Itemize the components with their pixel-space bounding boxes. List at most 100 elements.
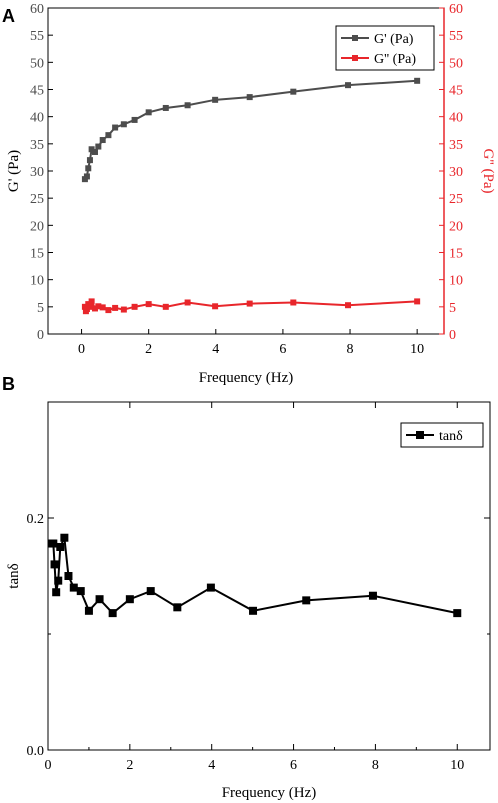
chart-a-y-tick-label: 40 bbox=[30, 111, 44, 126]
data-point-tand bbox=[60, 533, 69, 542]
data-point-tand bbox=[56, 543, 65, 551]
data-point-tand bbox=[146, 587, 155, 596]
chart-b-frame bbox=[47, 401, 491, 751]
legend-label-tand: tanδ bbox=[439, 429, 463, 444]
chart-a-x-axis-title: Frequency (Hz) bbox=[199, 370, 294, 386]
data-point-gprime bbox=[112, 124, 119, 131]
legend-marker-tand bbox=[416, 431, 424, 439]
series-line-tand bbox=[52, 533, 458, 615]
chart-b-x-tick-label: 6 bbox=[290, 758, 297, 773]
data-point-tand bbox=[173, 603, 182, 612]
chart-a-y2-tick-label: 5 bbox=[449, 301, 456, 316]
data-point-gprime bbox=[95, 143, 102, 150]
data-point-gdouble bbox=[145, 301, 152, 308]
data-point-tand bbox=[54, 576, 63, 585]
data-point-gdouble bbox=[83, 306, 90, 313]
chart-a-x-tick-label: 2 bbox=[145, 342, 152, 357]
data-point-gdouble bbox=[131, 303, 138, 310]
data-point-tand bbox=[302, 596, 311, 605]
chart-a-y2-tick-label: 55 bbox=[449, 29, 463, 44]
chart-b-x-tick-label: 8 bbox=[372, 758, 379, 773]
chart-a-y-axis-title: G' (Pa) bbox=[6, 150, 22, 192]
data-point-gprime bbox=[131, 116, 138, 123]
data-point-gdouble bbox=[88, 298, 95, 305]
data-point-tand bbox=[249, 606, 258, 615]
data-point-tand bbox=[50, 560, 59, 569]
data-point-gprime bbox=[86, 157, 93, 164]
legend-label-gdouble: G'' (Pa) bbox=[374, 52, 416, 67]
data-point-gdouble bbox=[212, 303, 219, 310]
chart-a-y2-tick-label: 25 bbox=[449, 192, 463, 207]
chart-b-x-tick-label: 4 bbox=[208, 758, 215, 773]
chart-a-legend: G' (Pa) G'' (Pa) bbox=[335, 25, 435, 71]
chart-a-y2-axis-title: G'' (Pa) bbox=[480, 149, 496, 194]
data-point-gdouble bbox=[91, 305, 98, 312]
data-point-gprime bbox=[105, 132, 112, 139]
data-point-gdouble bbox=[112, 304, 119, 311]
chart-a-y-tick-label: 30 bbox=[30, 165, 44, 180]
chart-a-y2-tick-label: 30 bbox=[449, 165, 463, 180]
data-point-gdouble bbox=[120, 306, 127, 313]
chart-b-y-tick-label: 0.0 bbox=[27, 744, 45, 759]
chart-b-x-tick-label: 2 bbox=[126, 758, 133, 773]
chart-a-x-tick-label: 0 bbox=[78, 342, 85, 357]
data-point-gprime bbox=[91, 148, 98, 155]
data-point-gprime bbox=[83, 173, 90, 180]
data-point-tand bbox=[49, 539, 58, 548]
chart-b-legend: tanδ bbox=[400, 422, 484, 448]
chart-a-y-tick-label: 5 bbox=[37, 301, 44, 316]
data-point-gdouble bbox=[162, 303, 169, 310]
data-point-gdouble bbox=[290, 299, 297, 306]
data-point-gprime bbox=[99, 137, 106, 144]
chart-b-x-tick-label: 0 bbox=[45, 758, 52, 773]
chart-a-y2-tick-label: 40 bbox=[449, 111, 463, 126]
data-point-gdouble bbox=[86, 303, 93, 310]
chart-a-y-tick-label: 20 bbox=[30, 219, 44, 234]
chart-a-y-tick-label: 60 bbox=[30, 2, 44, 17]
chart-a-y2-tick-label: 10 bbox=[449, 274, 463, 289]
chart-a-y-tick-label: 0 bbox=[37, 328, 44, 343]
data-point-gprime bbox=[414, 77, 421, 84]
data-point-gprime bbox=[212, 96, 219, 103]
chart-a-y-tick-label: 10 bbox=[30, 274, 44, 289]
chart-a-x-tick-label: 8 bbox=[347, 342, 354, 357]
data-point-gdouble bbox=[414, 298, 421, 305]
data-point-tand bbox=[368, 591, 377, 600]
chart-a-y-tick-label: 45 bbox=[30, 84, 44, 99]
chart-a-y2-tick-label: 45 bbox=[449, 84, 463, 99]
chart-a-x-tick-label: 6 bbox=[279, 342, 286, 357]
data-point-tand bbox=[76, 587, 85, 596]
data-point-gdouble bbox=[345, 302, 352, 309]
data-point-tand bbox=[64, 572, 73, 580]
data-point-gprime bbox=[184, 102, 191, 109]
data-point-tand bbox=[125, 595, 134, 604]
data-point-tand bbox=[52, 588, 61, 597]
chart-a-y-tick-label: 25 bbox=[30, 192, 44, 207]
chart-a-legend-box bbox=[335, 25, 435, 71]
panel-label-b: B bbox=[2, 374, 15, 394]
data-point-gprime bbox=[88, 146, 95, 153]
chart-b-x-axis-title: Frequency (Hz) bbox=[222, 785, 317, 801]
data-point-tand bbox=[95, 595, 104, 604]
chart-a-y-tick-label: 55 bbox=[30, 29, 44, 44]
data-point-tand bbox=[453, 609, 462, 618]
data-point-gdouble bbox=[105, 307, 112, 314]
data-point-gprime bbox=[246, 94, 253, 101]
data-point-gprime bbox=[145, 109, 152, 116]
data-point-gprime bbox=[85, 165, 92, 172]
data-point-gprime bbox=[120, 121, 127, 128]
data-point-gprime bbox=[290, 88, 297, 95]
chart-b: B 0 2 4 6 8 10 0.0 0.2 Frequency (Hz) tanδ tanδ bbox=[2, 374, 491, 801]
panel-label-a: A bbox=[2, 6, 15, 26]
data-point-tand bbox=[206, 583, 215, 592]
data-point-gprime bbox=[345, 82, 352, 89]
chart-a-y-tick-label: 35 bbox=[30, 138, 44, 153]
data-point-gdouble bbox=[95, 303, 102, 310]
chart-b-y-axis-title: tanδ bbox=[6, 563, 22, 588]
data-point-gdouble bbox=[184, 299, 191, 306]
chart-a-y-tick-label: 50 bbox=[30, 56, 44, 71]
data-point-gdouble bbox=[99, 304, 106, 311]
data-point-gprime bbox=[162, 104, 169, 111]
chart-b-y-tick-label: 0.2 bbox=[27, 512, 45, 527]
